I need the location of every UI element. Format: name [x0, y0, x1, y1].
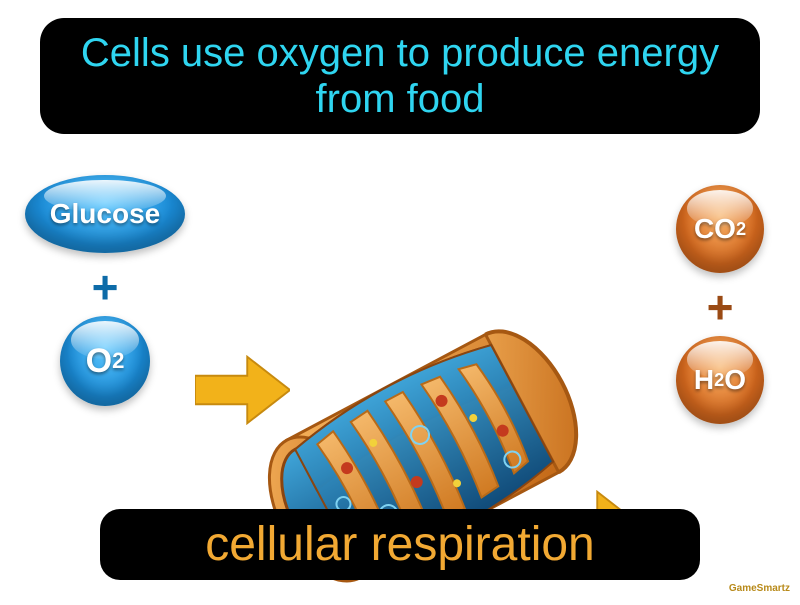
inputs-column: Glucose + O2 [20, 175, 190, 411]
plus-sign-outputs: + [660, 284, 780, 330]
title-banner: Cells use oxygen to produce energy from … [40, 18, 760, 134]
h2o-label: H2O [676, 336, 764, 424]
watermark: GameSmartz [729, 583, 790, 594]
o2-base: O [86, 342, 112, 381]
h2o-post: O [724, 364, 746, 396]
co2-bubble: CO2 [676, 185, 764, 273]
glucose-label: Glucose [25, 175, 185, 253]
o2-sub: 2 [112, 348, 124, 374]
bottom-banner: cellular respiration [100, 509, 700, 580]
h2o-pre: H [694, 364, 714, 396]
h2o-sub: 2 [714, 370, 724, 391]
plus-sign-inputs: + [20, 264, 190, 310]
co2-sub: 2 [736, 219, 746, 240]
bottom-text: cellular respiration [120, 517, 680, 572]
diagram-area: Glucose + O2 [0, 155, 800, 495]
co2-base: CO [694, 213, 736, 245]
o2-label: O2 [60, 316, 150, 406]
o2-bubble: O2 [60, 316, 150, 406]
co2-label: CO2 [676, 185, 764, 273]
outputs-column: CO2 + H2O [660, 185, 780, 429]
title-text: Cells use oxygen to produce energy from … [60, 30, 740, 122]
glucose-bubble: Glucose [25, 175, 185, 253]
h2o-bubble: H2O [676, 336, 764, 424]
